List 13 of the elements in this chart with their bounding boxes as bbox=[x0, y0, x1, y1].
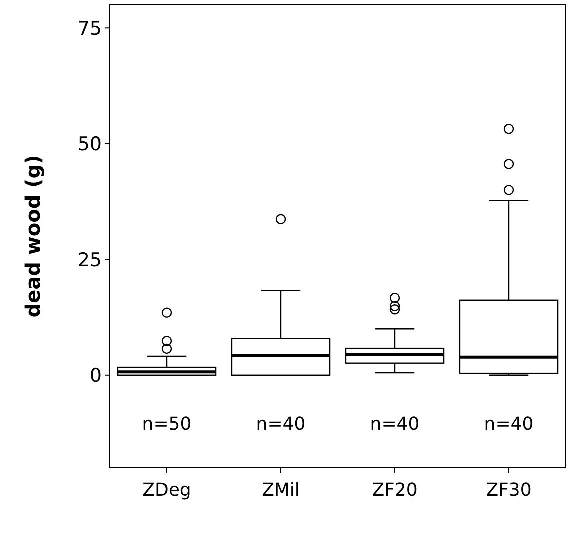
x-tick-label: ZMil bbox=[262, 480, 300, 501]
annotation: n=40 bbox=[370, 414, 420, 435]
annotation: n=50 bbox=[142, 414, 192, 435]
y-tick-label: 0 bbox=[90, 365, 102, 388]
annotation: n=40 bbox=[484, 414, 534, 435]
x-tick-label: ZDeg bbox=[142, 480, 192, 501]
x-tick-label: ZF30 bbox=[486, 480, 532, 501]
annotation: n=40 bbox=[256, 414, 306, 435]
x-tick-label: ZF20 bbox=[372, 480, 418, 501]
y-axis-title: dead wood (g) bbox=[21, 155, 45, 318]
y-tick-label: 75 bbox=[78, 18, 102, 40]
y-tick-label: 25 bbox=[78, 249, 102, 272]
y-tick-label: 50 bbox=[78, 134, 102, 156]
